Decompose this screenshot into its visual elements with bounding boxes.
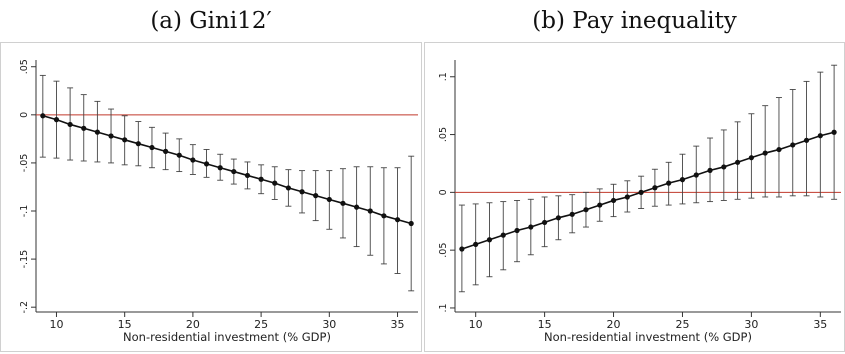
estimate-point bbox=[790, 142, 796, 148]
estimate-point bbox=[135, 141, 141, 147]
x-tick-label: 30 bbox=[322, 318, 336, 331]
estimate-point bbox=[473, 241, 479, 247]
estimate-point bbox=[163, 148, 169, 154]
estimate-point bbox=[217, 165, 223, 171]
estimate-point bbox=[122, 137, 128, 143]
estimate-point bbox=[258, 176, 264, 182]
estimate-point bbox=[803, 137, 810, 143]
estimate-point bbox=[666, 180, 672, 186]
x-tick-label: 15 bbox=[118, 318, 132, 331]
estimate-point bbox=[94, 129, 100, 135]
estimate-point bbox=[326, 196, 332, 203]
estimate-point bbox=[381, 213, 387, 219]
estimate-point bbox=[81, 125, 87, 131]
y-tick-label: 0 bbox=[438, 189, 449, 195]
estimate-point bbox=[762, 150, 768, 156]
estimate-line bbox=[42, 115, 412, 225]
y-tick-label: .05 bbox=[438, 127, 449, 142]
estimate-point bbox=[354, 204, 360, 210]
estimate-point bbox=[394, 217, 401, 223]
estimate-point bbox=[542, 219, 548, 226]
estimate-point bbox=[748, 155, 754, 161]
y-tick-label: -.2 bbox=[19, 301, 30, 314]
estimate-point bbox=[299, 189, 305, 195]
x-axis-label: Non-residential investment (% GDP) bbox=[123, 330, 331, 344]
plot-area bbox=[455, 60, 841, 312]
estimate-point bbox=[817, 133, 823, 139]
estimate-point bbox=[500, 232, 506, 238]
estimate-point bbox=[313, 193, 319, 199]
estimate-point bbox=[231, 168, 237, 175]
y-tick-label: 0 bbox=[19, 112, 30, 118]
estimate-point bbox=[610, 197, 617, 204]
estimate-point bbox=[569, 211, 575, 217]
estimate-point bbox=[459, 246, 465, 252]
estimate-point bbox=[176, 152, 182, 158]
y-tick-label: -.1 bbox=[19, 205, 30, 218]
estimate-point bbox=[583, 207, 589, 213]
estimate-point bbox=[652, 185, 658, 191]
estimate-line bbox=[461, 131, 835, 250]
estimate-point bbox=[693, 172, 699, 178]
x-tick-label: 35 bbox=[813, 318, 827, 331]
estimate-point bbox=[67, 121, 73, 128]
chart-title-gini: (a) Gini12′ bbox=[150, 8, 272, 34]
estimate-point bbox=[721, 164, 727, 170]
estimate-point bbox=[735, 159, 741, 165]
estimate-point bbox=[679, 177, 686, 183]
x-tick-label: 20 bbox=[186, 318, 200, 331]
chart-pay-inequality: .1 .05 0 .05 .1 10 15 20 25 30 35 Non-residential i… bbox=[424, 42, 845, 352]
estimate-point bbox=[272, 180, 278, 186]
plot-area bbox=[36, 60, 418, 312]
estimate-point bbox=[367, 208, 373, 214]
estimate-point bbox=[624, 194, 630, 200]
y-tick-label: -.15 bbox=[19, 250, 30, 269]
x-tick-label: 10 bbox=[49, 318, 63, 331]
chart-gini: .05 0 -.05 -.1 -.15 -.2 10 15 20 25 30 35 Non-reside… bbox=[0, 42, 422, 352]
estimate-point bbox=[53, 117, 60, 123]
estimate-point bbox=[149, 144, 155, 151]
estimate-point bbox=[776, 146, 782, 153]
estimate-point bbox=[40, 113, 46, 119]
estimate-point bbox=[190, 157, 196, 163]
y-tick-label: .05 bbox=[438, 243, 449, 258]
estimate-point bbox=[340, 200, 346, 206]
x-axis-label: Non-residential investment (% GDP) bbox=[544, 330, 752, 344]
estimate-point bbox=[555, 215, 561, 221]
y-tick-label: -.05 bbox=[19, 154, 30, 173]
y-tick-label: .1 bbox=[438, 72, 449, 81]
chart-title-pay-inequality: (b) Pay inequality bbox=[532, 8, 737, 34]
x-tick-label: 25 bbox=[675, 318, 689, 331]
estimate-point bbox=[831, 129, 837, 135]
estimate-point bbox=[528, 224, 534, 230]
estimate-point bbox=[514, 227, 520, 234]
x-tick-label: 15 bbox=[538, 318, 552, 331]
estimate-point bbox=[486, 237, 493, 243]
estimate-point bbox=[597, 202, 603, 208]
x-tick-label: 30 bbox=[744, 318, 758, 331]
y-tick-label: .05 bbox=[19, 59, 30, 74]
estimate-point bbox=[203, 161, 210, 167]
estimate-point bbox=[108, 133, 114, 139]
y-tick-label: .1 bbox=[438, 303, 449, 312]
x-tick-label: 35 bbox=[391, 318, 405, 331]
chart-frame bbox=[0, 42, 422, 352]
estimate-point bbox=[285, 185, 291, 191]
estimate-point bbox=[244, 172, 251, 179]
x-tick-label: 10 bbox=[469, 318, 483, 331]
estimate-point bbox=[638, 189, 644, 195]
estimate-point bbox=[408, 220, 414, 227]
x-tick-label: 20 bbox=[607, 318, 621, 331]
estimate-point bbox=[707, 167, 713, 173]
x-tick-label: 25 bbox=[254, 318, 268, 331]
